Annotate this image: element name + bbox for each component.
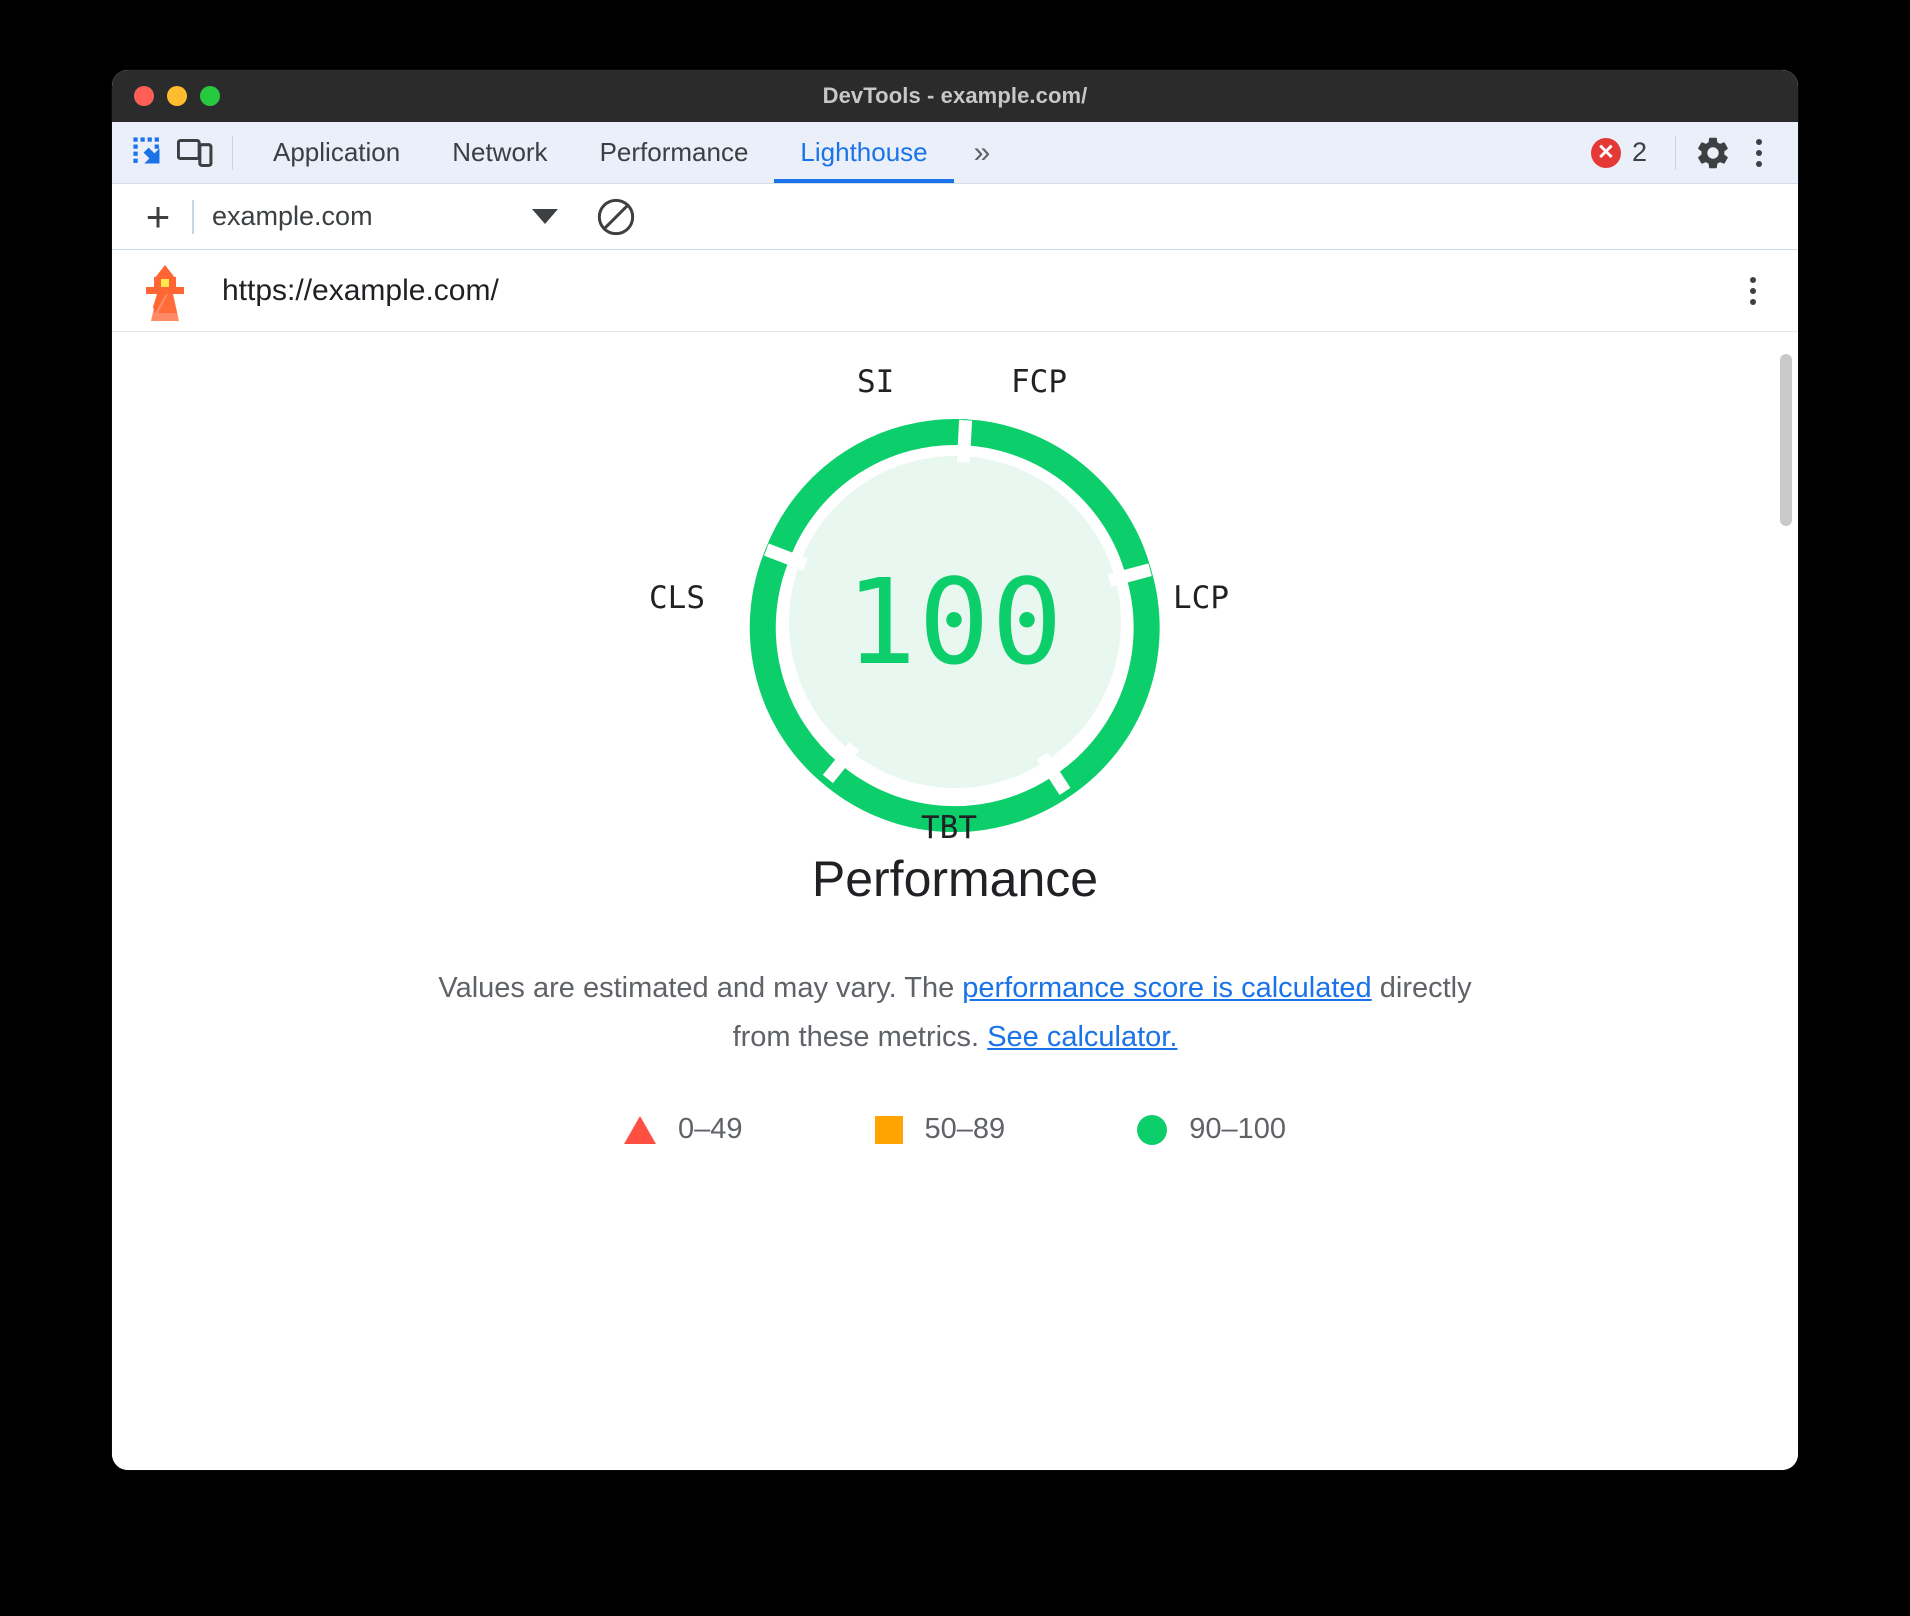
performance-category-title: Performance [811, 851, 1099, 907]
gauge-label-si: SI [857, 364, 895, 400]
panel-tabs: Application Network Performance Lighthou… [247, 122, 954, 183]
device-toolbar-icon[interactable] [172, 130, 218, 176]
score-legend: 0–49 50–89 90–100 [112, 1113, 1798, 1146]
devtools-window: DevTools - example.com/ [112, 70, 1798, 1470]
target-select-value[interactable]: example.com [212, 201, 373, 231]
performance-gauge[interactable]: 100 SI FCP LCP TBT CLS [649, 364, 1229, 846]
close-window-button[interactable] [134, 86, 154, 106]
error-icon: ✕ [1590, 137, 1621, 168]
square-icon [874, 1115, 903, 1144]
score-description: Values are estimated and may vary. The p… [415, 964, 1495, 1061]
kebab-menu-icon[interactable] [1736, 130, 1782, 176]
add-target-button[interactable]: + [145, 192, 171, 240]
performance-gauge-section: 100 SI FCP LCP TBT CLS Performance [112, 332, 1798, 908]
lighthouse-kebab-menu-icon[interactable] [1730, 268, 1776, 314]
gauge-inner-fill [789, 456, 1121, 788]
gauge-label-fcp: FCP [1011, 364, 1067, 400]
gauge-arc-segments [749, 419, 1160, 832]
tab-network[interactable]: Network [426, 122, 573, 183]
legend-label: 0–49 [678, 1113, 743, 1146]
lighthouse-icon [138, 263, 192, 321]
gauge-label-lcp: LCP [1173, 580, 1229, 616]
chevron-down-icon[interactable] [532, 209, 558, 224]
tab-application[interactable]: Application [247, 122, 426, 183]
tabbar-divider-right [1675, 135, 1676, 170]
legend-label: 50–89 [924, 1113, 1006, 1146]
gauge-label-cls: CLS [649, 580, 705, 616]
tab-label: Network [452, 137, 548, 167]
report-scrollbar[interactable] [1780, 354, 1792, 526]
desc-text-before: Values are estimated and may vary. The [438, 972, 963, 1004]
gear-icon[interactable] [1690, 130, 1736, 176]
gauge-label-tbt: TBT [921, 810, 977, 846]
tab-label: Performance [599, 137, 749, 167]
performance-score-link[interactable]: performance score is calculated [962, 972, 1372, 1004]
traffic-lights [134, 86, 220, 106]
tab-performance[interactable]: Performance [574, 122, 775, 183]
legend-item-average: 50–89 [874, 1113, 1006, 1146]
circle-icon [1137, 1114, 1168, 1145]
error-count-label: 2 [1631, 137, 1647, 167]
gauge-svg [749, 419, 1160, 832]
window-title: DevTools - example.com/ [822, 83, 1088, 108]
maximize-window-button[interactable] [200, 86, 220, 106]
lighthouse-report-body: 100 SI FCP LCP TBT CLS Performance Value… [112, 332, 1798, 1470]
inspect-element-icon[interactable] [126, 130, 172, 176]
no-entry-icon[interactable] [596, 197, 636, 237]
target-toolbar: + example.com [112, 184, 1798, 250]
target-divider [192, 199, 194, 234]
desc-text-middle: directly from these metrics. [732, 972, 1472, 1053]
error-count-badge[interactable]: ✕ 2 [1577, 137, 1661, 168]
tab-label: Application [273, 137, 401, 167]
triangle-icon [624, 1115, 657, 1144]
lighthouse-url-text: https://example.com/ [222, 273, 499, 307]
window-titlebar: DevTools - example.com/ [112, 70, 1798, 122]
legend-item-pass: 90–100 [1137, 1113, 1286, 1146]
legend-label: 90–100 [1189, 1113, 1286, 1146]
tab-label: Lighthouse [800, 137, 928, 167]
see-calculator-link[interactable]: See calculator. [987, 1020, 1178, 1053]
toolbar-divider [232, 135, 233, 170]
gauge-segment-gaps [764, 419, 1152, 795]
more-tabs-icon[interactable]: » [973, 135, 991, 169]
legend-item-fail: 0–49 [624, 1113, 743, 1146]
gauge-score-value: 100 [845, 553, 1065, 691]
devtools-tabbar: Application Network Performance Lighthou… [112, 122, 1798, 184]
tab-lighthouse[interactable]: Lighthouse [774, 122, 954, 183]
minimize-window-button[interactable] [167, 86, 187, 106]
lighthouse-url-header: https://example.com/ [112, 250, 1798, 332]
